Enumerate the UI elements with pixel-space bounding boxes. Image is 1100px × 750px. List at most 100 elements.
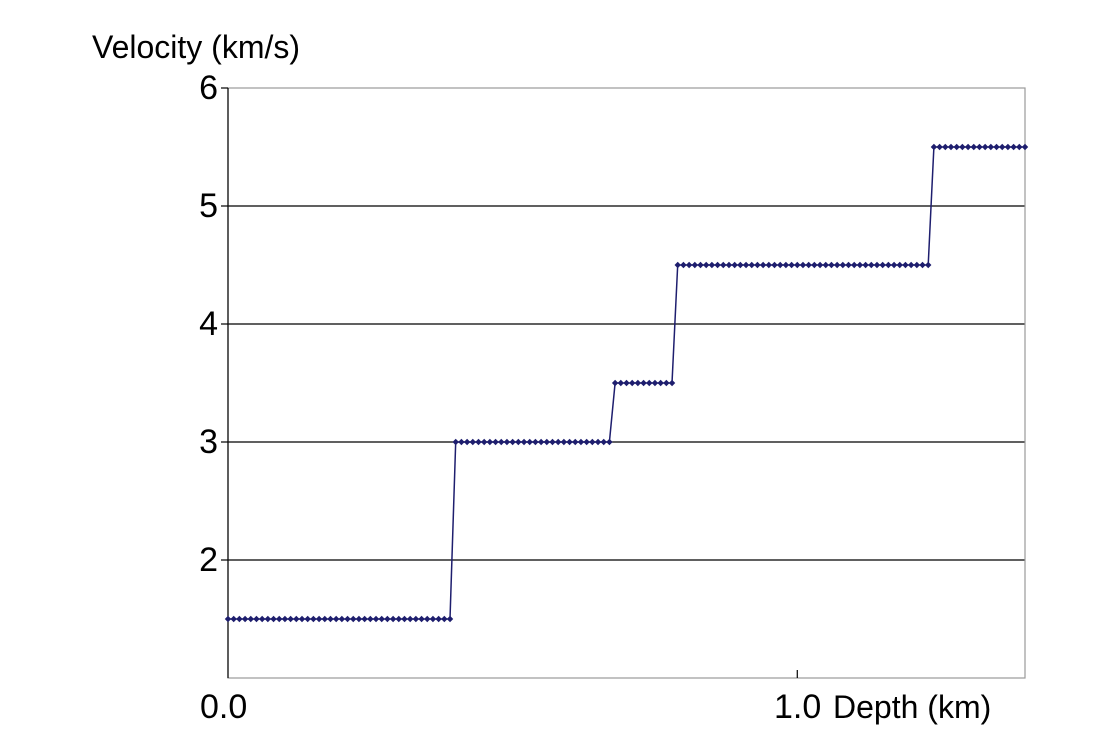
y-tick-label: 4 <box>199 305 218 343</box>
data-point <box>526 438 533 446</box>
data-point <box>498 438 505 446</box>
data-point <box>925 261 932 269</box>
data-point <box>532 438 539 446</box>
y-tick-label: 2 <box>199 541 218 579</box>
y-tick-label: 5 <box>199 187 218 225</box>
data-point <box>606 438 613 446</box>
data-point <box>708 261 716 269</box>
data-point <box>253 615 260 623</box>
data-point <box>270 615 277 623</box>
data-point <box>424 615 431 623</box>
data-point <box>754 261 761 269</box>
data-point <box>953 143 960 151</box>
data-point <box>418 615 425 623</box>
data-point <box>515 438 522 446</box>
data-point <box>247 615 254 623</box>
data-point <box>287 615 294 623</box>
data-point <box>617 379 625 387</box>
data-point <box>714 261 721 269</box>
x-ticks: 0.0 1.0 <box>200 670 821 726</box>
y-tick-label: 3 <box>199 423 218 461</box>
data-point <box>298 615 306 623</box>
data-point <box>765 261 773 269</box>
data-point <box>799 261 807 269</box>
data-point <box>520 438 528 446</box>
data-point <box>873 261 881 269</box>
data-point <box>1021 143 1029 151</box>
data-point <box>475 438 482 446</box>
data-point <box>401 615 408 623</box>
data-point <box>993 143 1000 151</box>
data-point <box>492 438 499 446</box>
data-point <box>304 615 311 623</box>
data-point <box>805 261 812 269</box>
data-point <box>822 261 829 269</box>
data-point <box>236 615 243 623</box>
series-velocity <box>224 143 1029 623</box>
data-point <box>851 261 858 269</box>
data-point <box>560 438 568 446</box>
data-point <box>913 261 921 269</box>
data-point <box>321 615 328 623</box>
x-tick-label: 1.0 <box>774 688 821 726</box>
data-point <box>594 438 602 446</box>
data-point <box>378 615 385 623</box>
data-point <box>885 261 892 269</box>
data-point <box>964 143 972 151</box>
data-point <box>435 615 442 623</box>
x-axis-title: Depth (km) <box>833 689 991 725</box>
data-point <box>640 379 647 387</box>
data-point <box>577 438 585 446</box>
data-point <box>731 261 738 269</box>
data-point <box>845 261 852 269</box>
data-point <box>224 615 232 623</box>
data-point <box>742 261 750 269</box>
data-point <box>583 438 590 446</box>
data-point <box>737 261 744 269</box>
data-point <box>628 379 636 387</box>
data-point <box>634 379 642 387</box>
data-point <box>862 261 869 269</box>
data-point <box>332 615 340 623</box>
data-point <box>856 261 864 269</box>
gridlines <box>228 205 1025 561</box>
data-point <box>782 261 790 269</box>
data-point <box>389 615 397 623</box>
data-point <box>452 438 459 446</box>
data-point <box>1016 143 1023 151</box>
data-point <box>839 261 847 269</box>
data-point <box>315 615 323 623</box>
data-point <box>816 261 824 269</box>
data-point <box>589 438 596 446</box>
data-point <box>879 261 886 269</box>
data-point <box>327 615 334 623</box>
data-point <box>646 379 653 387</box>
data-point <box>685 261 693 269</box>
y-axis-title: Velocity (km/s) <box>92 29 300 65</box>
x-tick-label: 0.0 <box>200 688 247 726</box>
data-point <box>999 143 1006 151</box>
data-point <box>549 438 556 446</box>
data-point <box>987 143 995 151</box>
data-point <box>429 615 437 623</box>
data-point <box>959 143 966 151</box>
data-point <box>811 261 818 269</box>
data-point <box>725 261 733 269</box>
data-point <box>566 438 573 446</box>
data-point <box>771 261 778 269</box>
data-point <box>668 379 676 387</box>
data-point <box>788 261 795 269</box>
data-point <box>623 379 630 387</box>
data-point <box>976 143 983 151</box>
data-point <box>230 615 237 623</box>
data-point <box>372 615 380 623</box>
data-point <box>890 261 898 269</box>
data-point <box>942 143 949 151</box>
data-point <box>503 438 511 446</box>
data-point <box>463 438 471 446</box>
data-point <box>663 379 670 387</box>
data-point <box>446 615 454 623</box>
data-point <box>907 261 915 269</box>
data-point <box>458 438 465 446</box>
